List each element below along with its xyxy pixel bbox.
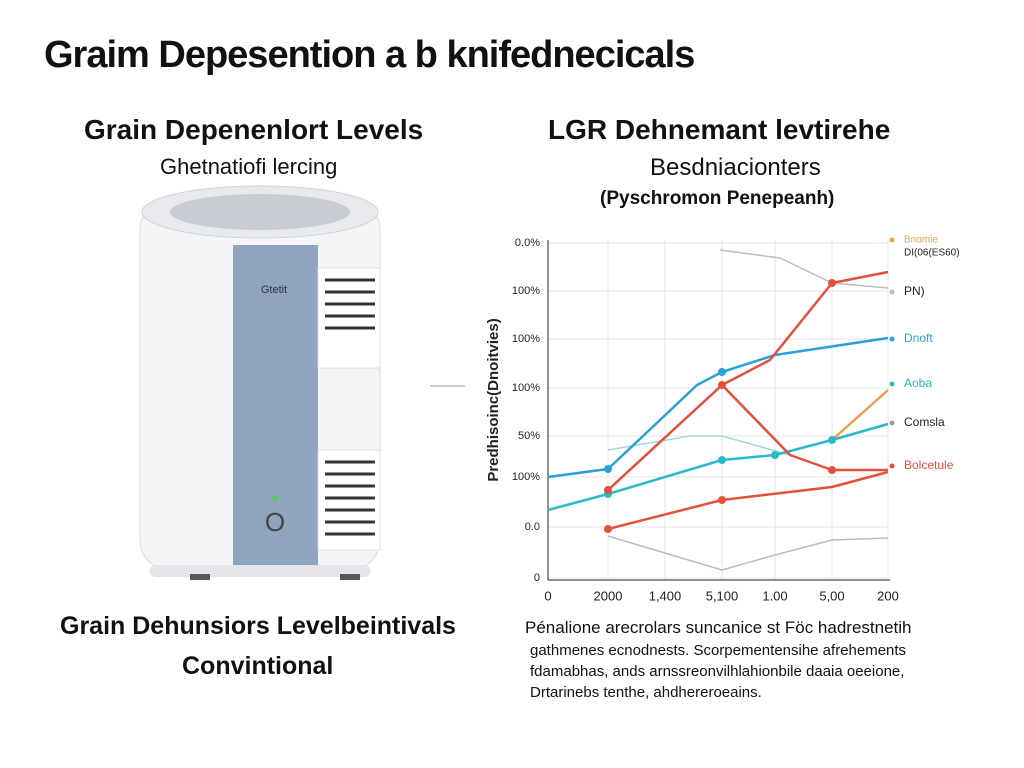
x-tick-label: 1,400 xyxy=(649,588,682,603)
y-tick-label: 0.0 xyxy=(525,521,540,533)
y-tick-label: 100% xyxy=(512,285,540,297)
y-tick-label: 100% xyxy=(512,382,540,394)
paragraph-line: fdamabhas, ands arnssreonvilhlahionbile … xyxy=(530,663,905,680)
legend-swatch xyxy=(889,289,895,295)
right-heading: LGR Dehnemant levtirehe xyxy=(548,114,891,145)
legend-label: DI(06(ES60) xyxy=(904,248,960,259)
caption-line: Convintional xyxy=(182,652,334,680)
legend-swatch xyxy=(889,420,895,426)
y-tick-label: 0 xyxy=(534,572,540,584)
legend-label: PN) xyxy=(904,284,925,298)
y-tick-label: 0.0% xyxy=(515,237,540,249)
paragraph-line: Drtarinebs tenthe, ahdhereroeains. xyxy=(530,684,762,701)
legend-label: Aoba xyxy=(904,376,932,390)
legend-label: Dnoft xyxy=(904,331,933,345)
y-tick-label: 100% xyxy=(512,333,540,345)
legend-label: Bnomie xyxy=(904,235,938,246)
x-tick-label: 5,00 xyxy=(819,588,844,603)
paragraph-line: gathmenes ecnodnests. Scorpementensihe a… xyxy=(530,642,907,659)
legend-swatch xyxy=(889,336,895,342)
legend-swatch xyxy=(889,463,895,469)
x-tick-label: 5,100 xyxy=(706,588,739,603)
y-axis-label: Predhisoinc(Dnoitvies) xyxy=(485,318,502,481)
device-button: O xyxy=(265,507,285,537)
page-title: Graim Depesention a b knifednecicals xyxy=(44,34,695,76)
chart-note: (Pyschromon Penepeanh) xyxy=(600,188,835,209)
caption-line: Grain Dehunsiors Levelbeintivals xyxy=(60,612,456,640)
x-tick-label: 0 xyxy=(544,588,551,603)
left-heading: Grain Depenenlort Levels xyxy=(84,114,424,145)
x-tick-label: 1.00 xyxy=(762,588,787,603)
legend-label: Comsla xyxy=(904,415,945,429)
dehumidifier: Gtetit O xyxy=(139,185,381,580)
device-label: Gtetit xyxy=(261,284,287,296)
x-tick-label: 200 xyxy=(877,588,899,603)
x-tick-label: 2000 xyxy=(594,588,623,603)
y-tick-label: 50% xyxy=(518,430,540,442)
legend-swatch xyxy=(889,381,895,387)
left-subheading: Ghetnatiofi lercing xyxy=(160,154,338,179)
y-tick-label: 100% xyxy=(512,471,540,483)
legend-label: Bolcetule xyxy=(904,458,954,472)
legend-swatch xyxy=(889,237,895,243)
paragraph-line: Pénalione arecrolars suncanice st Föc ha… xyxy=(525,618,912,637)
right-subheading: Besdniacionters xyxy=(650,154,821,181)
chart: Predhisoinc(Dnoitvies) xyxy=(485,240,890,581)
